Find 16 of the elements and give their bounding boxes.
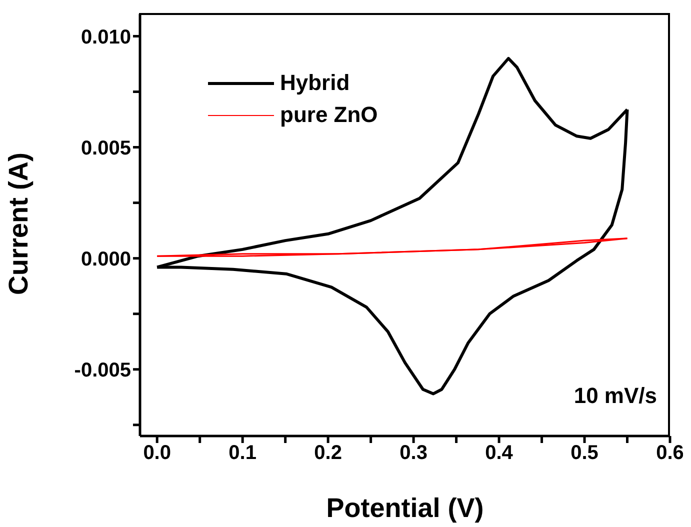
x-tick-label: 0.3: [400, 442, 428, 464]
x-tick-label: 0.5: [570, 442, 598, 464]
annotation: 10 mV/s: [574, 383, 657, 409]
x-tick-label: 0.0: [143, 442, 172, 464]
x-axis-title: Potential (V): [326, 493, 484, 523]
legend-label: pure ZnO: [280, 102, 378, 128]
y-tick-label: 0.005: [80, 137, 131, 160]
y-tick-label: 0.000: [80, 248, 131, 270]
y-tick-label: 0.010: [80, 26, 131, 48]
y-axis-title: Current (A): [4, 152, 34, 295]
x-tick-label: 0.4: [485, 442, 514, 464]
y-tick-label: -0.005: [74, 359, 131, 382]
x-tick-label: 0.2: [314, 442, 342, 464]
legend-label: Hybrid: [280, 70, 350, 96]
x-tick-label: 0.6: [656, 442, 684, 464]
x-tick-label: 0.1: [228, 442, 256, 464]
